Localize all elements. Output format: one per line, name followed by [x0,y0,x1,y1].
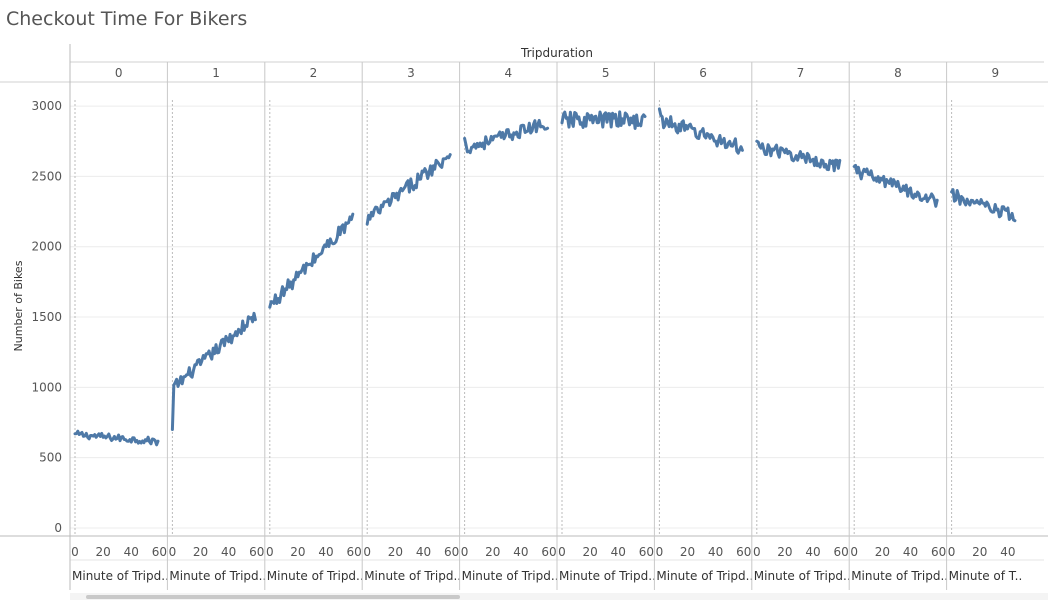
panel-header-9: 9 [991,66,999,80]
series-line-hour-7 [755,139,842,173]
panel-header-3: 3 [407,66,415,80]
x-tick-label: 60 [931,545,946,559]
chart-title: Checkout Time For Bikers [6,8,248,30]
scrollbar-thumb[interactable] [86,595,460,599]
series-line-hour-0 [73,429,160,447]
x-tick-label: 20 [193,545,208,559]
x-tick-label: 40 [513,545,528,559]
x-tick-label: 20 [680,545,695,559]
y-tick-label: 500 [39,451,62,465]
x-tick-label: 60 [639,545,654,559]
x-tick-label: 40 [416,545,431,559]
x-tick-label: 0 [753,545,761,559]
x-tick-label: 60 [152,545,167,559]
panel-header-8: 8 [894,66,902,80]
x-tick-label: 60 [444,545,459,559]
x-tick-label: 0 [558,545,566,559]
x-axis-label: Minute of Tripd.. [656,569,753,583]
x-axis-label: Minute of Tripd.. [754,569,851,583]
y-tick-label: 1500 [31,310,62,324]
x-tick-label: 0 [948,545,956,559]
panel-header-2: 2 [310,66,318,80]
x-tick-label: 20 [777,545,792,559]
x-tick-label: 60 [834,545,849,559]
series-line-hour-2 [268,212,355,309]
panel-header-6: 6 [699,66,707,80]
x-tick-label: 20 [388,545,403,559]
series-line-hour-6 [657,107,744,155]
x-axis-label: Minute of Tripd.. [267,569,364,583]
x-tick-label: 40 [221,545,236,559]
x-tick-label: 40 [318,545,333,559]
y-tick-label: 3000 [31,99,62,113]
x-tick-label: 40 [708,545,723,559]
x-tick-label: 40 [124,545,139,559]
x-axis-label: Minute of Tripd.. [851,569,948,583]
x-tick-label: 20 [875,545,890,559]
x-tick-label: 20 [582,545,597,559]
series-line-hour-1 [170,311,257,431]
x-tick-label: 40 [805,545,820,559]
x-axis-label: Minute of Tripd.. [72,569,169,583]
series-line-hour-9 [950,188,1017,223]
panel-header-1: 1 [212,66,220,80]
y-tick-label: 1000 [31,380,62,394]
x-tick-label: 40 [903,545,918,559]
x-tick-label: 0 [71,545,79,559]
x-tick-label: 0 [266,545,274,559]
x-tick-label: 0 [169,545,177,559]
x-tick-label: 40 [611,545,626,559]
series-line-hour-5 [560,110,647,130]
x-tick-label: 20 [485,545,500,559]
x-tick-label: 60 [736,545,751,559]
y-axis-label: Number of Bikes [12,260,25,351]
panel-header-5: 5 [602,66,610,80]
x-axis-label: Minute of Tripd.. [169,569,266,583]
y-tick-label: 2000 [31,240,62,254]
x-tick-label: 60 [541,545,556,559]
x-tick-label: 0 [656,545,664,559]
x-axis-label: Minute of Tripd.. [559,569,656,583]
x-tick-label: 0 [363,545,371,559]
panel-header-7: 7 [797,66,805,80]
panel-header-0: 0 [115,66,123,80]
x-axis-label: Minute of Tripd.. [462,569,559,583]
y-tick-label: 2500 [31,169,62,183]
x-tick-label: 20 [95,545,110,559]
x-tick-label: 0 [850,545,858,559]
horizontal-scrollbar[interactable] [70,593,1048,600]
x-axis-label: Minute of Tripd.. [364,569,461,583]
column-header-title: Tripduration [520,46,593,60]
series-line-hour-3 [365,153,452,226]
x-tick-label: 0 [461,545,469,559]
x-axis-label: Minute of T.. [949,569,1023,583]
panel-header-4: 4 [504,66,512,80]
x-tick-label: 20 [972,545,987,559]
y-tick-label: 0 [54,521,62,535]
x-tick-label: 60 [347,545,362,559]
x-tick-label: 20 [290,545,305,559]
series-line-hour-4 [463,118,550,155]
x-tick-label: 60 [249,545,264,559]
x-tick-label: 40 [1000,545,1015,559]
series-line-hour-8 [852,163,939,208]
